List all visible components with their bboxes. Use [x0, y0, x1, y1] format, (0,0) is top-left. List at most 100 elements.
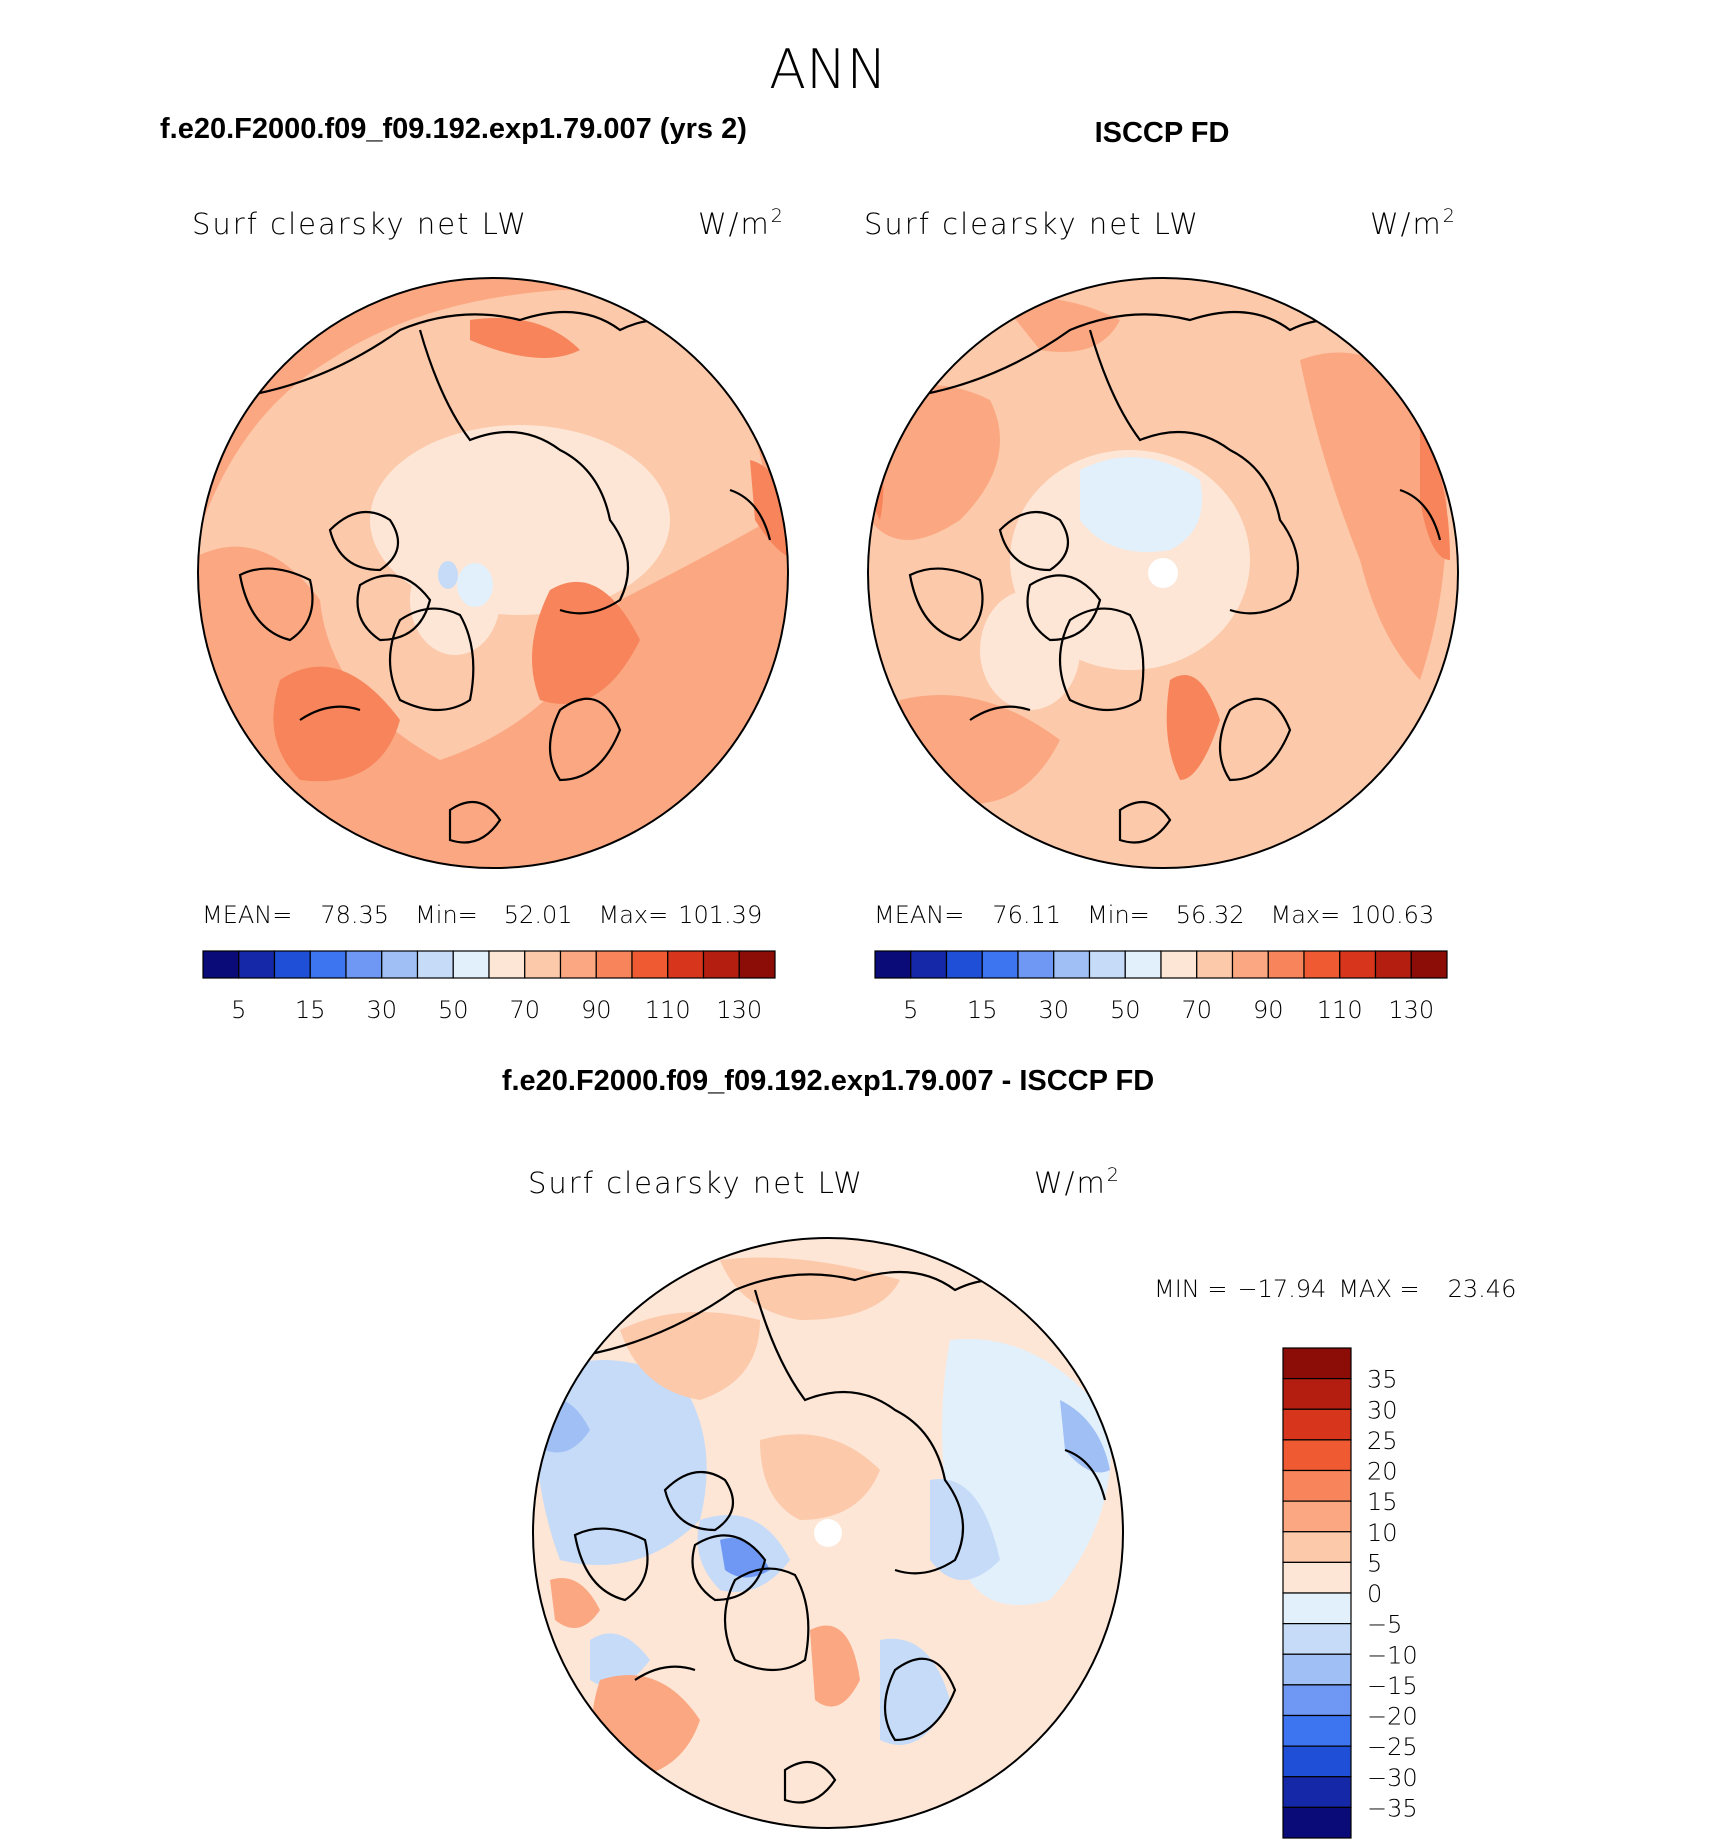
colorbar-swatch — [1282, 1500, 1352, 1533]
colorbar-swatch — [1303, 950, 1341, 979]
panel-obs-map — [868, 278, 1458, 868]
colorbar-swatch — [1053, 950, 1091, 979]
colorbar-tick-label: 35 — [1367, 1366, 1398, 1394]
panel-obs-map-border — [867, 277, 1459, 869]
panel-obs-stats: MEAN= 76.11 Min= 56.32 Max= 100.63 — [874, 901, 1434, 929]
colorbar-swatch — [667, 950, 705, 979]
colorbar-swatch — [1282, 1408, 1352, 1441]
colorbar-tick-label: 20 — [1367, 1458, 1398, 1486]
panel-obs-case-title: ISCCP FD — [1095, 117, 1230, 149]
colorbar-swatch — [1282, 1469, 1352, 1502]
colorbar-swatch — [1282, 1776, 1352, 1808]
colorbar-swatch — [381, 950, 419, 979]
panel-obs: ISCCP FD Surf clearsky net LW W/m2 — [864, 117, 1459, 1024]
colorbar-swatch — [238, 950, 276, 979]
colorbar-swatch — [1282, 1347, 1352, 1380]
colorbar-tick-label: −20 — [1367, 1703, 1418, 1731]
colorbar-tick-label: 15 — [1367, 1488, 1398, 1516]
colorbar-swatch — [488, 950, 526, 979]
panel-diff-stats: MIN = −17.94 MAX = 23.46 — [1154, 1275, 1516, 1303]
colorbar-tick-label: 70 — [509, 996, 540, 1024]
colorbar-tick-label: −25 — [1367, 1733, 1418, 1761]
colorbar-tick-label: −5 — [1367, 1611, 1402, 1639]
colorbar-swatch — [1282, 1684, 1352, 1717]
colorbar-swatch — [1160, 950, 1198, 979]
colorbar-tick-label: 10 — [1367, 1519, 1398, 1547]
colorbar-tick-label: 5 — [231, 996, 246, 1024]
colorbar-swatch — [1282, 1378, 1352, 1410]
colorbar-swatch — [1282, 1623, 1352, 1655]
colorbar-tick-label: −30 — [1367, 1764, 1418, 1792]
colorbar-swatch — [1231, 950, 1269, 979]
colorbar-tick-label: 130 — [716, 996, 762, 1024]
colorbar-tick-label: 15 — [295, 996, 326, 1024]
colorbar-swatch — [702, 950, 740, 979]
colorbar-tick-label: 90 — [581, 996, 612, 1024]
colorbar-swatch — [345, 950, 383, 979]
colorbar-swatch — [1282, 1806, 1352, 1839]
colorbar-tick-label: 70 — [1181, 996, 1212, 1024]
colorbar-swatch — [1196, 950, 1234, 979]
panel-obs-colorbar: 5 15 30 50 70 90 110 130 — [874, 950, 1448, 1024]
colorbar-swatch — [1410, 950, 1448, 979]
panel-diff-map-border — [532, 1237, 1124, 1829]
colorbar-swatch — [1282, 1714, 1352, 1747]
panel-model-map-border — [197, 277, 789, 869]
colorbar-swatch — [416, 950, 454, 979]
colorbar-swatch — [1282, 1745, 1352, 1778]
colorbar-swatch — [1339, 950, 1377, 979]
colorbar-tick-label: 50 — [1110, 996, 1141, 1024]
colorbar-swatch — [1282, 1653, 1352, 1686]
colorbar-swatch — [1267, 950, 1305, 979]
colorbar-tick-label: −10 — [1367, 1641, 1418, 1669]
colorbar-swatch — [202, 950, 240, 979]
colorbar-swatch — [1088, 950, 1126, 979]
colorbar-swatch — [309, 950, 347, 979]
colorbar-swatch — [1124, 950, 1162, 979]
panel-model-map — [198, 278, 788, 868]
panel-model-case-title: f.e20.F2000.f09_f09.192.exp1.79.007 (yrs… — [160, 113, 747, 145]
colorbar-tick-label: 30 — [1367, 1396, 1398, 1424]
colorbar-tick-label: 25 — [1367, 1427, 1398, 1455]
season-title: ANN — [769, 38, 887, 101]
colorbar-swatch — [1374, 950, 1412, 979]
colorbar-swatch — [981, 950, 1019, 979]
colorbar-swatch — [1282, 1439, 1352, 1472]
colorbar-swatch — [738, 950, 776, 979]
panel-diff: f.e20.F2000.f09_f09.192.exp1.79.007 - IS… — [502, 1065, 1516, 1839]
colorbar-swatch — [1282, 1592, 1352, 1625]
colorbar-swatch — [1282, 1531, 1352, 1563]
colorbar-tick-label: 30 — [1038, 996, 1069, 1024]
colorbar-tick-label: 110 — [645, 996, 691, 1024]
colorbar-tick-label: 90 — [1253, 996, 1284, 1024]
panel-diff-variable: Surf clearsky net LW — [528, 1166, 864, 1200]
colorbar-swatch — [910, 950, 948, 979]
panel-model-stats: MEAN= 78.35 Min= 52.01 Max= 101.39 — [202, 901, 762, 929]
colorbar-tick-label: 5 — [1367, 1549, 1382, 1577]
panel-diff-case-title: f.e20.F2000.f09_f09.192.exp1.79.007 - IS… — [502, 1065, 1154, 1097]
panel-model: f.e20.F2000.f09_f09.192.exp1.79.007 (yrs… — [160, 113, 789, 1024]
panel-diff-units: W/m2 — [1034, 1164, 1121, 1200]
colorbar-tick-label: 130 — [1388, 996, 1434, 1024]
colorbar-swatch — [1017, 950, 1055, 979]
colorbar-swatch — [559, 950, 597, 979]
colorbar-tick-label: −15 — [1367, 1672, 1418, 1700]
colorbar-swatch — [273, 950, 311, 979]
colorbar-swatch — [1282, 1561, 1352, 1594]
colorbar-tick-label: −35 — [1367, 1794, 1418, 1822]
colorbar-swatch — [524, 950, 562, 979]
colorbar-swatch — [631, 950, 669, 979]
colorbar-tick-label: 50 — [438, 996, 469, 1024]
colorbar-swatch — [595, 950, 633, 979]
colorbar-swatch — [452, 950, 490, 979]
colorbar-swatch — [874, 950, 912, 979]
colorbar-tick-label: 15 — [967, 996, 998, 1024]
panel-model-variable: Surf clearsky net LW — [192, 207, 528, 241]
colorbar-tick-label: 5 — [903, 996, 918, 1024]
panel-diff-map — [533, 1238, 1123, 1828]
colorbar-tick-label: 0 — [1367, 1580, 1382, 1608]
colorbar-tick-label: 110 — [1317, 996, 1363, 1024]
panel-model-units: W/m2 — [698, 205, 785, 241]
